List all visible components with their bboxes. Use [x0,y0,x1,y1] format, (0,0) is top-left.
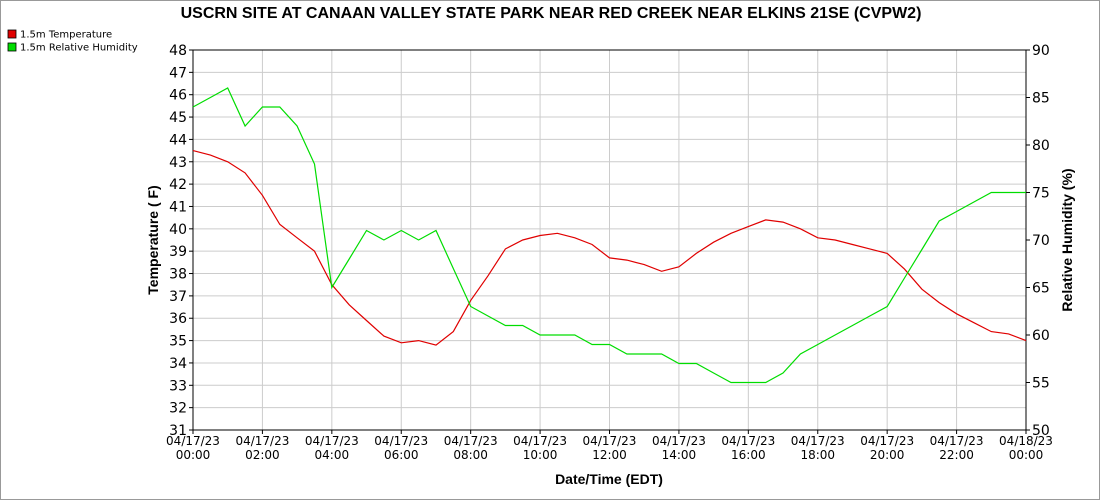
y2-tick-label: 65 [1032,281,1050,297]
y2-tick-label: 70 [1032,233,1050,249]
legend-label-temperature: 1.5m Temperature [20,30,112,41]
y-tick-label: 44 [169,132,187,148]
y2-tick-label: 80 [1032,138,1050,154]
y-tick-label: 43 [169,155,187,171]
x-tick-date: 04/17/23 [721,434,775,448]
chart-title: USCRN SITE AT CANAAN VALLEY STATE PARK N… [181,5,922,22]
y-tick-label: 37 [169,289,187,305]
y-axis-left-ticks: 31 32 33 34 35 36 37 38 39 40 41 42 43 44 45 46 47 48 [169,43,193,439]
x-tick-date: 04/17/23 [305,434,359,448]
y-tick-label: 40 [169,222,187,238]
x-tick-date: 04/17/23 [374,434,428,448]
y-tick-label: 38 [169,267,187,283]
legend-swatch-temperature [7,29,17,39]
x-tick-time: 16:00 [731,448,766,462]
y-tick-label: 41 [169,199,187,215]
grid [192,49,1027,431]
y-tick-label: 36 [169,311,187,327]
y-tick-label: 33 [169,378,187,394]
legend: 1.5m Temperature 1.5m Relative Humidity [7,29,138,54]
y-tick-label: 35 [169,334,187,350]
x-tick-time: 00:00 [176,448,211,462]
y2-tick-label: 60 [1032,328,1050,344]
legend-swatch-humidity [7,42,17,52]
x-tick-time: 20:00 [870,448,905,462]
y2-tick-label: 75 [1032,186,1050,202]
x-tick-date: 04/17/23 [513,434,567,448]
y2-tick-label: 90 [1032,43,1050,59]
x-axis-label: Date/Time (EDT) [555,471,663,487]
x-tick-date: 04/17/23 [652,434,706,448]
y-axis-right-label: Relative Humidity (%) [1059,168,1075,311]
y-tick-label: 39 [169,244,187,260]
x-tick-time: 08:00 [453,448,488,462]
x-tick-date: 04/17/23 [166,434,220,448]
x-tick-time: 18:00 [800,448,835,462]
y-axis-right-ticks: 50 55 60 65 70 75 80 85 90 [1026,43,1050,439]
y-tick-label: 48 [169,43,187,59]
y-tick-label: 32 [169,401,187,417]
y-tick-label: 34 [169,356,187,372]
y2-tick-label: 85 [1032,91,1050,107]
x-tick-date: 04/17/23 [860,434,914,448]
x-tick-date: 04/18/23 [999,434,1053,448]
x-tick-date: 04/17/23 [791,434,845,448]
y-axis-left-label: Temperature ( F) [145,185,161,294]
y-tick-label: 47 [169,65,187,81]
y-tick-label: 45 [169,110,187,126]
x-tick-time: 10:00 [523,448,558,462]
x-tick-time: 00:00 [1009,448,1044,462]
x-tick-time: 14:00 [662,448,697,462]
y-tick-label: 31 [169,423,187,439]
y2-tick-label: 55 [1032,376,1050,392]
series-line-humidity [192,87,1026,384]
x-tick-date: 04/17/23 [235,434,289,448]
x-tick-date: 04/17/23 [930,434,984,448]
x-tick-date: 04/17/23 [444,434,498,448]
legend-label-humidity: 1.5m Relative Humidity [20,43,138,54]
x-tick-time: 02:00 [245,448,280,462]
x-tick-time: 22:00 [939,448,974,462]
x-axis-ticks: 04/17/2300:0004/17/2302:0004/17/2304:000… [166,430,1053,462]
series-layer [192,87,1027,384]
x-tick-time: 12:00 [592,448,627,462]
y-tick-label: 42 [169,177,187,193]
x-tick-time: 04:00 [315,448,350,462]
x-tick-time: 06:00 [384,448,419,462]
y-tick-label: 46 [169,88,187,104]
y2-tick-label: 50 [1032,423,1050,439]
x-tick-date: 04/17/23 [583,434,637,448]
